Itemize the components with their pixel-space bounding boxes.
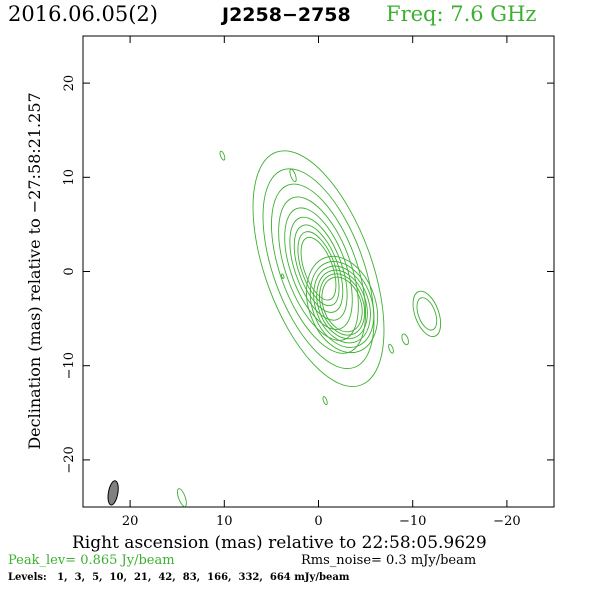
peak-level: Peak_lev= 0.865 Jy/beam	[8, 553, 175, 568]
x-tick-label: 20	[122, 514, 139, 529]
level-value: 166,	[207, 572, 232, 583]
y-axis-label: Declination (mas) relative to −27:58:21.…	[25, 92, 44, 449]
level-value: 5,	[92, 572, 103, 583]
contour-levels: Levels: 1, 3, 5, 10, 21, 42, 83, 166, 332, 664 mJ…	[8, 572, 356, 583]
plot-frame	[82, 35, 555, 508]
x-tick-label: −20	[493, 514, 520, 529]
contour-jet-knot	[316, 269, 368, 340]
rms-noise: Rms_noise= 0.3 mJy/beam	[301, 553, 477, 568]
contour-blob-b	[388, 343, 394, 354]
y-tick-label: 20	[62, 75, 77, 92]
level-value: 21,	[133, 572, 152, 583]
level-value: 1,	[57, 572, 68, 583]
x-tick-label: 0	[314, 514, 322, 529]
beam-layer	[107, 480, 119, 506]
frequency-label: Freq: 7.6 GHz	[386, 2, 537, 26]
beam-ellipse	[107, 480, 119, 506]
contour-core	[278, 196, 359, 341]
axis-ticks: 20 10 0 −10 −20 20 10 0 −10 −20	[62, 36, 554, 529]
source-name: J2258−2758	[222, 4, 351, 26]
level-value: 3,	[74, 572, 86, 583]
contour-core	[284, 207, 353, 330]
epoch-title: 2016.06.05(2)	[8, 2, 158, 26]
x-tick-label: 10	[216, 514, 233, 529]
y-tick-label: 0	[62, 267, 77, 275]
contour-blob-a	[401, 333, 409, 346]
contour-core	[262, 168, 375, 370]
contour-jet-knot	[313, 265, 371, 344]
contour-core	[300, 236, 337, 301]
level-value: 332,	[238, 572, 263, 583]
contour-blob-c	[219, 150, 226, 161]
level-value: 664 mJy/beam	[269, 572, 350, 583]
contour-blob-f	[322, 396, 328, 406]
y-tick-label: 10	[62, 169, 77, 186]
y-tick-label: −20	[62, 446, 77, 473]
y-tick-label: −10	[62, 352, 77, 379]
contour-jet-knot	[319, 273, 366, 336]
levels-label: Levels:	[8, 572, 47, 583]
level-value: 10,	[109, 572, 127, 583]
contour-blob-g	[176, 488, 187, 507]
contour-jet-knot	[306, 255, 379, 354]
level-value: 42,	[158, 572, 176, 583]
contour-blob-d	[289, 168, 297, 183]
contour-layer	[176, 150, 442, 507]
level-value: 83,	[182, 572, 201, 583]
contour-outer-knot	[416, 297, 438, 331]
x-axis-label: Right ascension (mas) relative to 22:58:…	[72, 533, 487, 553]
contour-jet-knot	[309, 261, 375, 348]
contour-core	[289, 216, 348, 321]
contour-jet-knot	[321, 276, 363, 333]
contour-core	[297, 231, 340, 307]
contour-blob-e	[281, 273, 285, 279]
contour-outer-knot	[412, 290, 442, 338]
contour-core	[252, 150, 385, 387]
x-tick-label: −10	[399, 514, 426, 529]
